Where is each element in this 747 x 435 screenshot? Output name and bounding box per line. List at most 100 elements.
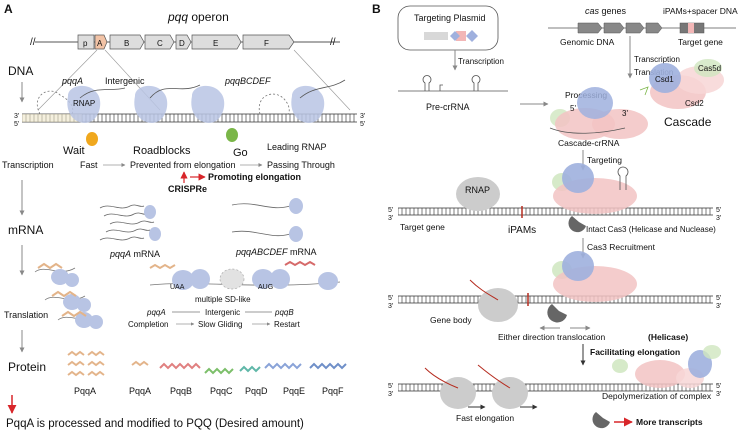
rnap-label: RNAP bbox=[73, 99, 95, 108]
target-gene-label: Target gene bbox=[400, 222, 445, 232]
gene-body-label: Gene body bbox=[430, 315, 472, 325]
intergenic-translation-label: Intergenic bbox=[205, 308, 240, 317]
pqqe-chain bbox=[264, 362, 302, 370]
restart-label: Restart bbox=[274, 320, 301, 329]
rnap-2 bbox=[134, 85, 168, 123]
plasmid-repeat-1 bbox=[450, 31, 460, 41]
step2-cas3 bbox=[547, 304, 567, 323]
conclusion-text: PqqA is processed and modified to PQQ (D… bbox=[6, 418, 304, 430]
dna3-3prime-left: 3' bbox=[388, 391, 393, 398]
panel-b-label: B bbox=[372, 2, 381, 16]
gene-p-label: p bbox=[83, 39, 88, 48]
fast-elongation-label: Fast elongation bbox=[456, 413, 514, 423]
roadblocks-label: Roadblocks bbox=[133, 145, 191, 157]
dna2-3prime-left: 3' bbox=[388, 303, 393, 310]
mrna-label: mRNA bbox=[8, 223, 43, 237]
go-label: Go bbox=[233, 147, 248, 159]
dna-3prime-left: 5' bbox=[14, 121, 19, 128]
gene-a bbox=[94, 34, 108, 50]
dna-3prime-right: 3' bbox=[360, 113, 365, 120]
sd-peptide-1 bbox=[149, 263, 176, 270]
step3-transcript-2 bbox=[477, 364, 511, 389]
dna-5prime-left: 3' bbox=[14, 113, 19, 120]
completion-label: Completion bbox=[128, 320, 168, 329]
step1-rnap-label: RNAP bbox=[465, 185, 490, 195]
ribosome-cluster-left bbox=[34, 262, 103, 329]
cascade-label: Cascade bbox=[664, 115, 712, 129]
promoting-label: Promoting elongation bbox=[208, 172, 301, 182]
dna-label: DNA bbox=[8, 64, 33, 78]
gene-d bbox=[175, 34, 192, 50]
pqqa-peptides-stack bbox=[67, 350, 105, 377]
wait-marker bbox=[86, 132, 98, 146]
target-dna-2 bbox=[398, 295, 713, 304]
aug-label: AUG bbox=[258, 284, 273, 291]
pqqa-mrna-squiggles bbox=[99, 204, 155, 241]
operon-genes: p A B C D E F bbox=[77, 34, 295, 50]
gene-c-label: C bbox=[157, 39, 163, 48]
step1-cas3 bbox=[568, 216, 586, 233]
prevented-label: Prevented from elongation bbox=[130, 160, 236, 170]
gene-b bbox=[109, 34, 145, 50]
mrna-rnap-4 bbox=[289, 226, 303, 242]
pqqabcdef-mrna-label: pqqABCDEF mRNA bbox=[235, 247, 317, 257]
go-marker bbox=[226, 128, 238, 142]
cascade-top-3prime: 3' bbox=[622, 109, 628, 118]
cascade-complex-top bbox=[549, 87, 648, 140]
targeting-plasmid-label: Targeting Plasmid bbox=[414, 13, 486, 23]
transcript-3 bbox=[299, 79, 346, 99]
ribosome-aug-1 bbox=[252, 269, 274, 289]
plasmid-promoter bbox=[424, 32, 448, 40]
dna2-3prime-right: 3' bbox=[716, 303, 721, 310]
ribosome-gliding bbox=[219, 268, 245, 290]
ipams-spacer-label: iPAMs+spacer DNA bbox=[663, 6, 738, 16]
more-transcripts-label: More transcripts bbox=[636, 417, 703, 427]
target-dna-1 bbox=[398, 207, 713, 216]
panel-a: A pqq operon // // p A B C D E F bbox=[2, 2, 365, 430]
gene-b-label: B bbox=[124, 39, 129, 48]
ribosome-far bbox=[318, 272, 338, 290]
pre-crrna-hairpins bbox=[422, 75, 481, 91]
cas3-recruitment-label: Cas3 Recruitment bbox=[587, 242, 656, 252]
gene-f-label: F bbox=[264, 39, 269, 48]
pqqabcdef-mrna-2 bbox=[231, 230, 291, 237]
protein-label-pqqe: PqqE bbox=[283, 386, 305, 396]
protein-label-pqqb: PqqB bbox=[170, 386, 192, 396]
plasmid-spacer bbox=[456, 31, 466, 41]
step2-transcript bbox=[469, 279, 499, 301]
dna3-3prime-right: 3' bbox=[716, 391, 721, 398]
dna1-3prime-left: 3' bbox=[388, 215, 393, 222]
step2-rnap bbox=[478, 288, 518, 322]
genomic-dna-label: Genomic DNA bbox=[560, 37, 615, 47]
panel-a-label: A bbox=[4, 2, 13, 16]
intergenic-label: Intergenic bbox=[105, 76, 145, 86]
plasmid-repeat-2 bbox=[466, 30, 478, 42]
dna3-5prime-left: 5' bbox=[388, 383, 393, 390]
csd2-label: Csd2 bbox=[685, 99, 704, 108]
cas-genes-label: cas genes bbox=[585, 6, 627, 16]
step2-cascade bbox=[552, 251, 637, 302]
genomic-transcription-label: Transcription bbox=[634, 55, 680, 64]
dna-5prime-right: 5' bbox=[360, 121, 365, 128]
translation-label: Translation bbox=[4, 310, 48, 320]
cascade-crrna-label: Cascade-crRNA bbox=[558, 138, 620, 148]
intact-cas3-label: Intact Cas3 (Helicase and Nuclease) bbox=[586, 225, 716, 234]
pqqa-region-label: pqqA bbox=[61, 76, 83, 86]
pqqf-chain bbox=[309, 362, 347, 370]
targeting-label: Targeting bbox=[587, 155, 622, 165]
dna1-5prime-right: 5' bbox=[716, 207, 721, 214]
ribosome-uaa-1 bbox=[172, 270, 194, 290]
protein-label-pqqd: PqqD bbox=[245, 386, 268, 396]
uaa-label: UAA bbox=[170, 284, 185, 291]
rnap-leading bbox=[291, 85, 325, 123]
step3-cas3 bbox=[592, 412, 610, 429]
protein-label-pqqa-1: PqqA bbox=[74, 386, 96, 396]
sd-peptide-2 bbox=[284, 260, 316, 267]
mrna-rnap-3 bbox=[289, 198, 303, 214]
rnap-3 bbox=[191, 85, 225, 123]
operon-title: pqq operon bbox=[167, 10, 229, 24]
panel-b: B Targeting Plasmid Transcription Pre-cr… bbox=[372, 2, 738, 429]
dna1-5prime-left: 5' bbox=[388, 207, 393, 214]
fast-label: Fast bbox=[80, 160, 98, 170]
